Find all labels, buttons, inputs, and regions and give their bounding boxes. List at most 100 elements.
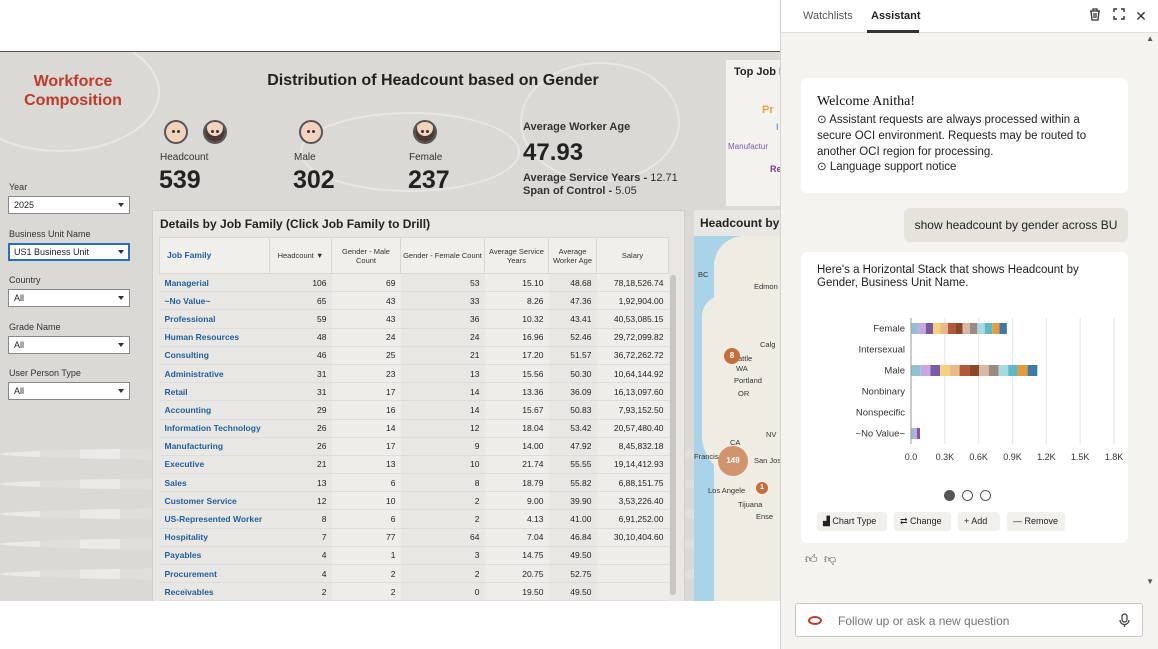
table-row: Human Resources 48 24 24 16.96 52.46 29,72,099… — [159, 328, 669, 347]
carousel-dot-2[interactable] — [962, 490, 973, 501]
job-family-link[interactable]: Professional — [159, 309, 270, 329]
chat-input[interactable] — [838, 612, 1108, 630]
chart-bar-segment — [955, 323, 963, 334]
scroll-down-icon[interactable]: ▼ — [1146, 577, 1154, 586]
table-cell: 15.67 — [484, 400, 549, 420]
map-bubble[interactable]: 1 — [756, 482, 768, 494]
chart-icon: ▟ — [823, 516, 833, 526]
assistant-panel: Watchlists Assistant ✕ ▲ ▼ Welcome Anith… — [780, 0, 1158, 649]
person-type-select[interactable]: All — [8, 382, 130, 400]
table-cell: 17 — [331, 437, 401, 456]
remove-button[interactable]: — Remove — [1007, 512, 1065, 531]
trash-icon[interactable] — [1087, 8, 1103, 24]
job-family-link[interactable]: US-Represented Worker — [159, 509, 270, 529]
span-of-control: Span of Control - 5.05 — [523, 185, 637, 197]
map[interactable]: BC Edmon Calg Portland OR attle CA NV Sa… — [694, 236, 780, 601]
table-cell: 2 — [331, 564, 401, 584]
carousel-dot-3[interactable] — [980, 490, 991, 501]
chart-category-label: ~No Value~ — [856, 429, 906, 440]
job-family-link[interactable]: Information Technology — [159, 419, 270, 438]
table-scrollbar[interactable] — [670, 275, 676, 595]
chart-bar-segment — [979, 365, 989, 376]
change-button[interactable]: ⇄ Change — [894, 512, 951, 531]
chart-bar-segment — [969, 323, 978, 334]
scroll-up-icon[interactable]: ▲ — [1146, 34, 1154, 43]
col-female-count[interactable]: Gender - Female Count — [400, 237, 485, 274]
job-family-link[interactable]: Manufacturing — [159, 437, 270, 456]
assistant-header: Watchlists Assistant ✕ — [781, 0, 1158, 33]
col-worker-age[interactable]: Average Worker Age — [548, 237, 597, 274]
table-cell: 4.13 — [484, 509, 549, 529]
grade-select[interactable]: All — [8, 336, 130, 354]
table-cell: 46.84 — [548, 528, 597, 547]
tab-assistant[interactable]: Assistant — [871, 10, 921, 22]
thumbs-up-icon[interactable]: 👍︎ — [805, 552, 818, 566]
chart-type-button[interactable]: ▟ Chart Type — [817, 512, 887, 531]
thumbs-down-icon[interactable]: 👎︎ — [824, 552, 837, 566]
table-cell: 6,88,151.75 — [596, 473, 669, 493]
table-cell: 29 — [269, 400, 332, 420]
add-button[interactable]: + Add — [958, 512, 1000, 531]
chart-bar-segment — [914, 428, 918, 439]
carousel-dot-1[interactable] — [944, 490, 955, 501]
expand-icon[interactable] — [1111, 8, 1127, 24]
table-row: Customer Service 12 10 2 9.00 39.90 3,53,226.4… — [159, 491, 669, 511]
table-cell: 16.96 — [484, 328, 549, 347]
job-family-link[interactable]: Accounting — [159, 400, 270, 420]
chart-bar-segment — [1008, 365, 1018, 376]
language-support-link[interactable]: ⊙ Language support notice — [817, 161, 957, 173]
headcount-gender-chart[interactable]: 0.0 0.3K 0.6K 0.9K 1.2K 1.5K 1.8K Female Interse… — [801, 310, 1128, 470]
job-family-link[interactable]: Hospitality — [159, 528, 270, 547]
year-select[interactable]: 2025 — [8, 196, 130, 214]
map-bubble[interactable]: 149 — [718, 446, 748, 476]
microphone-icon[interactable] — [1119, 613, 1130, 631]
table-cell: 19,14,412.93 — [596, 455, 669, 475]
table-cell: 9.00 — [484, 491, 549, 511]
plus-icon: + — [964, 516, 972, 526]
table-row: US-Represented Worker 8 6 2 4.13 41.00 6,91,25… — [159, 509, 669, 529]
tab-watchlists[interactable]: Watchlists — [803, 10, 853, 22]
table-row: Administrative 31 23 13 15.56 50.30 10,64,144.… — [159, 364, 669, 384]
map-label: Tijuana — [738, 500, 763, 509]
table-row: Receivables 2 2 0 19.50 49.50 — [159, 582, 669, 601]
job-family-link[interactable]: Customer Service — [159, 491, 270, 511]
job-family-link[interactable]: Administrative — [159, 364, 270, 384]
business-unit-select[interactable]: US1 Business Unit — [8, 243, 130, 261]
job-family-link[interactable]: Payables — [159, 546, 270, 566]
answer-text: Here's a Horizontal Stack that shows Hea… — [817, 264, 1079, 289]
table-cell: 41.00 — [548, 509, 597, 529]
table-cell: 2 — [269, 582, 332, 601]
table-cell: 55.55 — [548, 455, 597, 475]
col-service-years[interactable]: Average Service Years — [484, 237, 549, 274]
map-bubble[interactable]: 8 — [724, 348, 740, 364]
table-cell — [596, 564, 669, 584]
avg-age-value: 47.93 — [523, 139, 584, 166]
col-job-family[interactable]: Job Family — [159, 237, 270, 274]
col-male-count[interactable]: Gender - Male Count — [331, 237, 401, 274]
detail-title: Details by Job Family (Click Job Family … — [160, 217, 431, 231]
table-cell: 64 — [400, 528, 485, 547]
job-family-link[interactable]: Sales — [159, 473, 270, 493]
job-family-link[interactable]: Human Resources — [159, 328, 270, 347]
map-label: CA — [730, 438, 741, 447]
country-select[interactable]: All — [8, 289, 130, 307]
table-cell: 1,92,904.00 — [596, 291, 669, 311]
map-label: NV — [766, 430, 777, 439]
table-cell: 26 — [269, 437, 332, 456]
table-cell: 69 — [331, 273, 401, 293]
table-cell: 55.82 — [548, 473, 597, 493]
job-family-link[interactable]: Consulting — [159, 346, 270, 365]
close-icon[interactable]: ✕ — [1135, 8, 1147, 24]
table-row: Consulting 46 25 21 17.20 51.57 36,72,262.72 — [159, 346, 669, 365]
job-family-link[interactable]: Receivables — [159, 582, 270, 601]
job-family-link[interactable]: Executive — [159, 455, 270, 475]
job-family-link[interactable]: Managerial — [159, 273, 270, 293]
col-salary[interactable]: Salary — [596, 237, 669, 274]
col-headcount[interactable]: Headcount ▼ — [269, 237, 332, 274]
job-family-link[interactable]: ~No Value~ — [159, 291, 270, 311]
headcount-label: Headcount — [160, 152, 209, 163]
map-label: Portland — [734, 376, 762, 385]
job-family-link[interactable]: Procurement — [159, 564, 270, 584]
table-cell: 3 — [400, 546, 485, 566]
job-family-link[interactable]: Retail — [159, 382, 270, 402]
